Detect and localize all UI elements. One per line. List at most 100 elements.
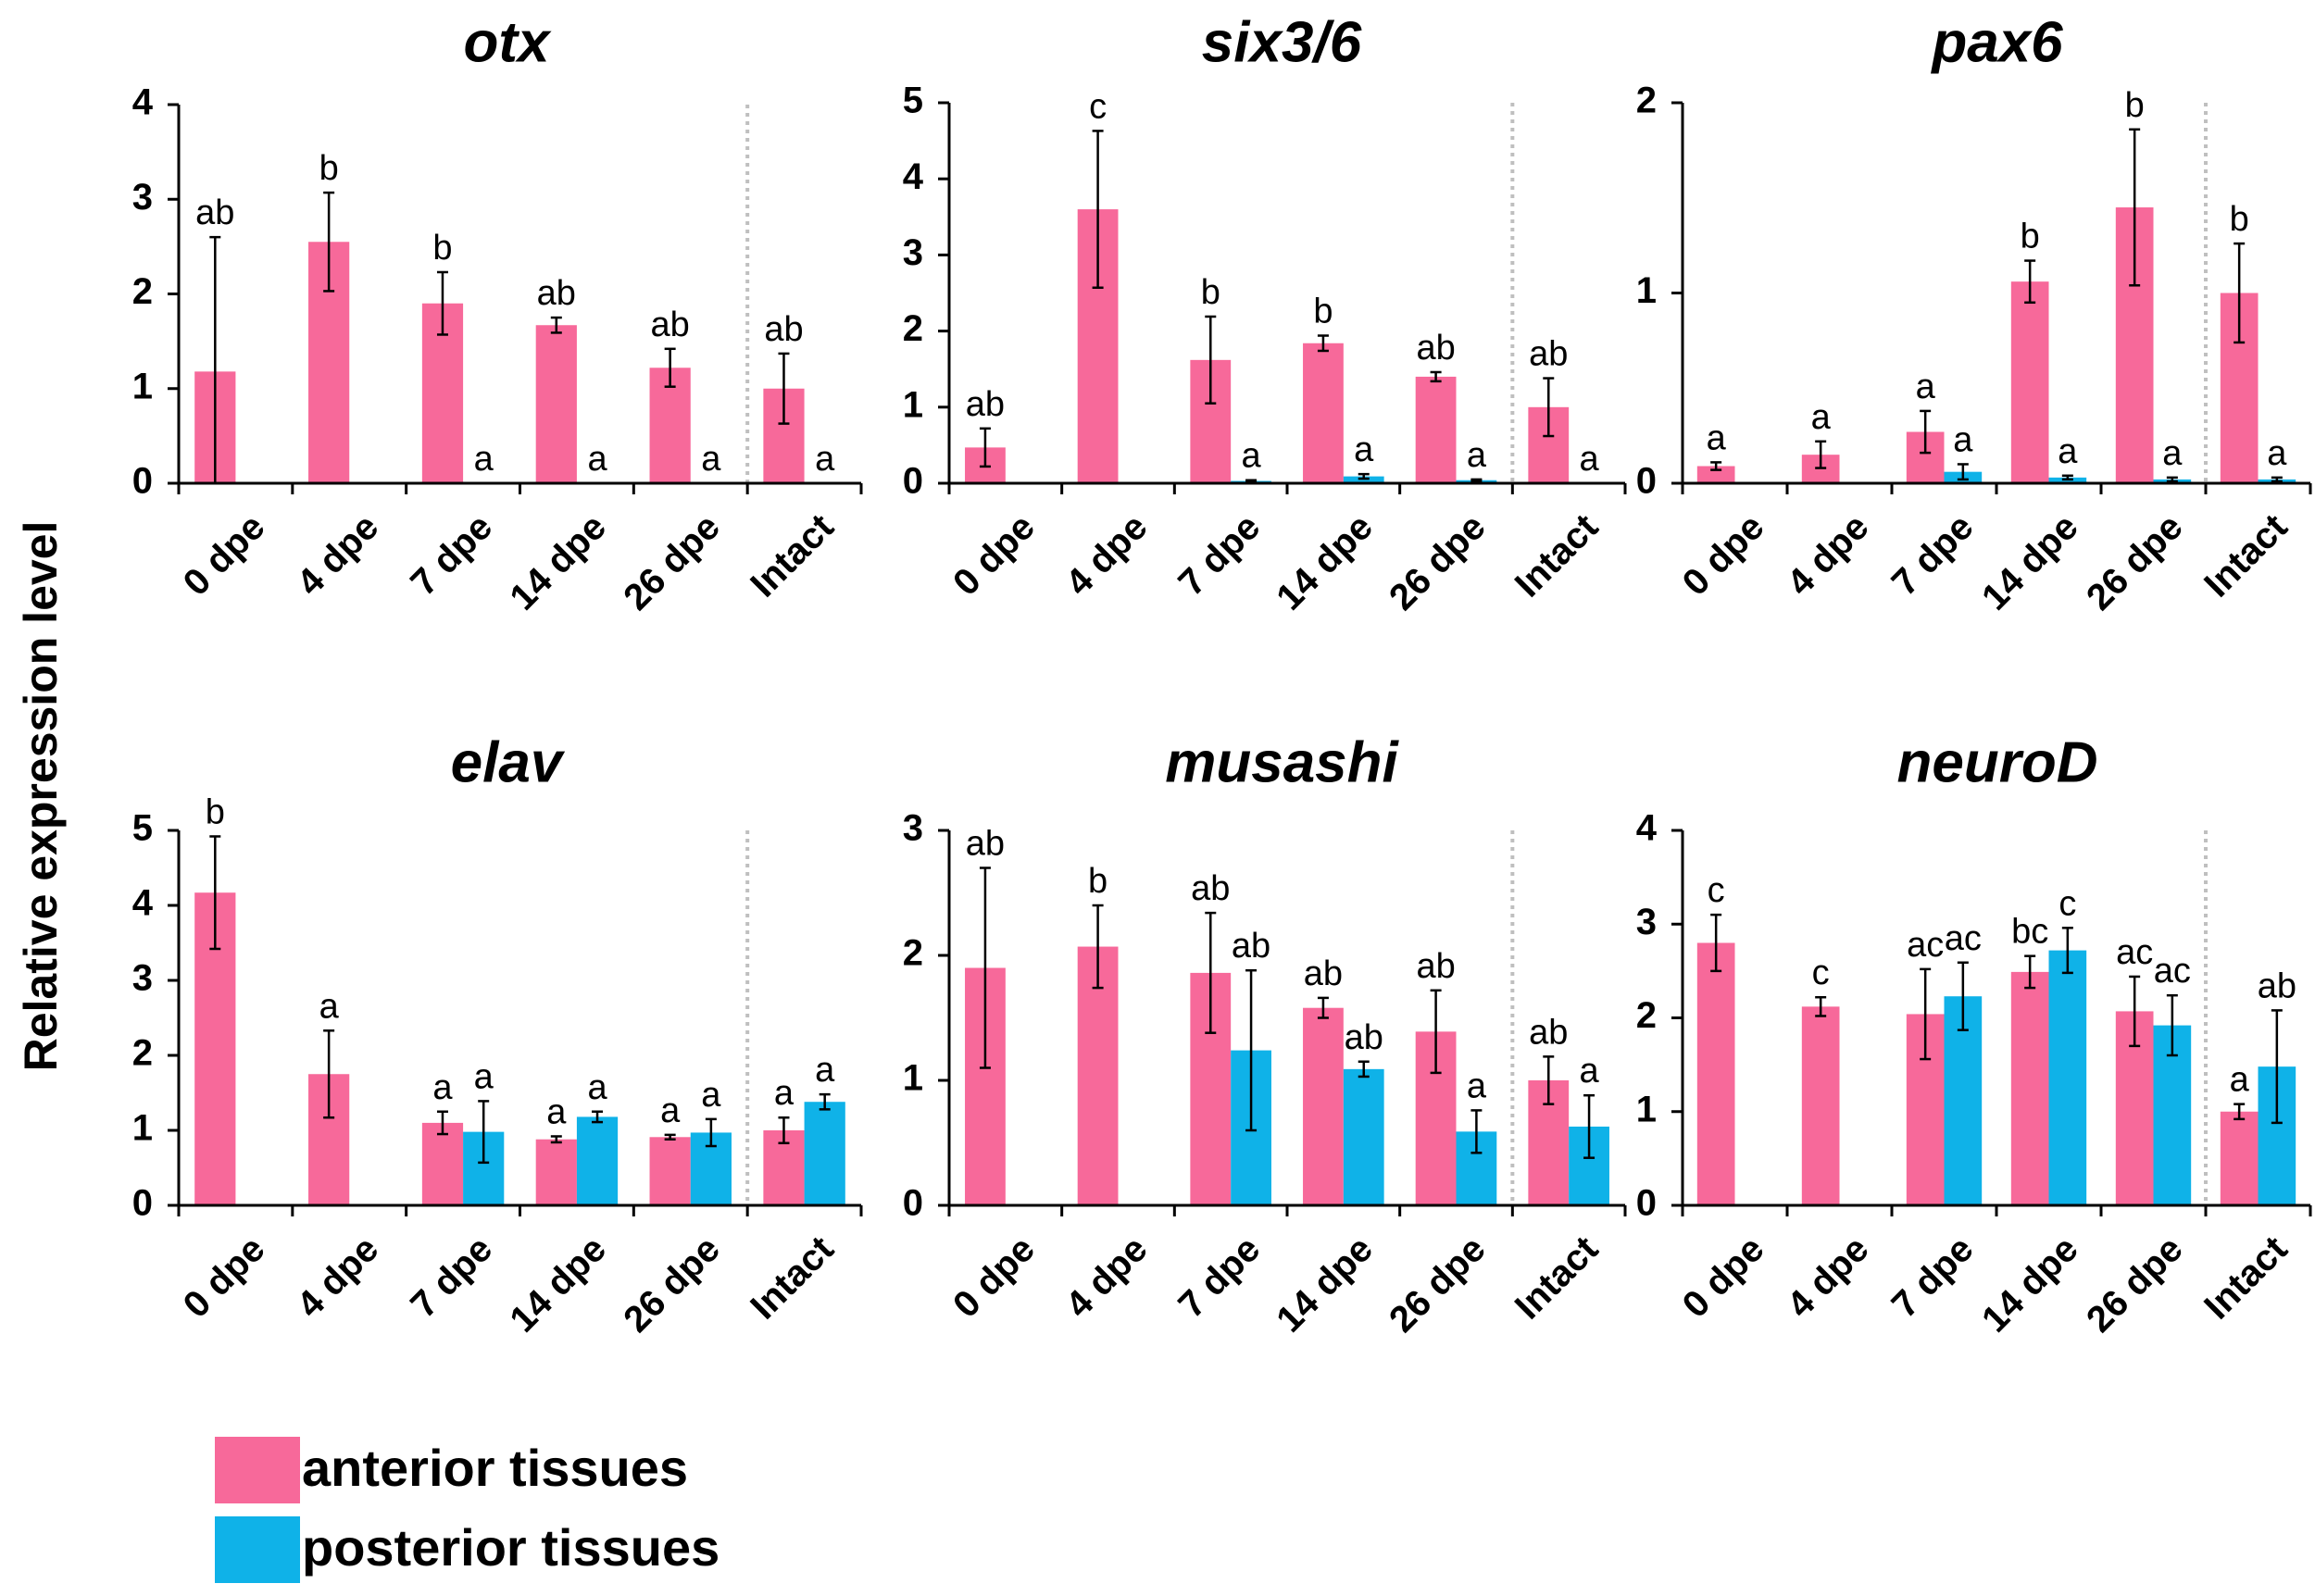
y-tick-label: 0 — [132, 461, 153, 502]
panel-title: six3/6 — [1202, 10, 1362, 74]
category-label: 4 dpe — [289, 1228, 386, 1326]
bar-anterior — [1696, 942, 1735, 1205]
category-label: 0 dpe — [1675, 506, 1772, 604]
bar-anterior — [535, 325, 577, 483]
y-tick-label: 4 — [132, 82, 154, 123]
significance-label: ab — [1529, 1013, 1568, 1052]
panel-title: otx — [464, 10, 553, 74]
category-label: 26 dpe — [1382, 506, 1494, 618]
bar-anterior — [1415, 376, 1457, 483]
y-tick-label: 1 — [903, 384, 923, 425]
category-label: 0 dpe — [176, 506, 273, 604]
significance-label: a — [701, 1076, 721, 1115]
y-tick-label: 3 — [903, 808, 923, 849]
category-label: 26 dpe — [616, 1228, 728, 1340]
significance-label: ab — [1416, 329, 1455, 368]
bar-anterior — [1303, 1007, 1344, 1205]
significance-label: ab — [195, 193, 234, 232]
significance-label: a — [1579, 440, 1599, 479]
category-label: 7 dpe — [1170, 506, 1268, 604]
significance-label: ac — [1907, 926, 1944, 965]
category-label: Intact — [1508, 506, 1607, 605]
significance-label: ab — [1304, 954, 1343, 993]
significance-label: a — [546, 1092, 567, 1131]
significance-label: b — [206, 792, 225, 831]
y-tick-label: 1 — [132, 1108, 153, 1149]
significance-label: a — [1354, 430, 1374, 469]
category-label: 26 dpe — [2079, 1228, 2191, 1340]
category-label: 14 dpe — [1974, 1228, 2086, 1340]
bar-anterior — [1696, 466, 1735, 483]
significance-label: c — [2058, 884, 2076, 923]
category-label: 14 dpe — [1269, 506, 1381, 618]
category-label: Intact — [1508, 1228, 1607, 1328]
significance-label: a — [587, 1068, 607, 1107]
significance-label: a — [2058, 432, 2078, 471]
panel-title: neuroD — [1897, 730, 2098, 794]
bar-posterior — [1343, 1068, 1384, 1205]
category-label: 4 dpe — [1780, 506, 1877, 604]
bar-anterior — [2010, 281, 2049, 483]
significance-label: b — [2125, 86, 2145, 125]
category-label: 7 dpe — [1884, 1228, 1982, 1326]
y-tick-label: 4 — [1636, 808, 1658, 849]
significance-label: a — [815, 1051, 835, 1090]
bar-anterior — [421, 1122, 464, 1205]
significance-label: a — [660, 1091, 681, 1130]
significance-label: ab — [1529, 335, 1568, 374]
significance-label: a — [2162, 434, 2183, 473]
category-label: Intact — [743, 506, 842, 605]
y-tick-label: 1 — [1636, 1089, 1657, 1129]
significance-label: ac — [2116, 933, 2153, 972]
y-axis-title: Relative expression level — [15, 521, 67, 1072]
significance-label: b — [1313, 293, 1333, 331]
significance-label: a — [319, 987, 340, 1026]
y-tick-label: 2 — [132, 1033, 153, 1074]
significance-label: a — [474, 1057, 494, 1096]
significance-label: a — [587, 440, 607, 479]
panel-title: musashi — [1165, 730, 1399, 794]
significance-label: ab — [966, 825, 1005, 864]
significance-label: a — [1241, 437, 1261, 476]
significance-label: a — [2267, 434, 2287, 473]
significance-label: c — [1812, 954, 1830, 992]
legend-label-posterior: posterior tissues — [302, 1518, 720, 1577]
category-label: 7 dpe — [403, 506, 500, 604]
category-label: 4 dpe — [1780, 1228, 1877, 1326]
y-tick-label: 1 — [1636, 270, 1657, 311]
legend: anterior tissues posterior tissues — [215, 1437, 720, 1583]
bar-anterior — [535, 1139, 577, 1205]
category-label: 7 dpe — [1884, 506, 1982, 604]
significance-label: a — [1953, 420, 1973, 459]
significance-label: ab — [764, 310, 803, 349]
significance-label: ab — [1416, 947, 1455, 986]
bar-posterior — [804, 1102, 845, 1205]
y-tick-label: 4 — [132, 883, 154, 924]
significance-label: b — [2230, 200, 2249, 239]
category-label: 4 dpe — [289, 506, 386, 604]
significance-label: b — [1201, 273, 1220, 312]
significance-label: ac — [1945, 919, 1982, 958]
category-label: 0 dpe — [1675, 1228, 1772, 1326]
y-tick-label: 3 — [903, 232, 923, 273]
y-tick-label: 2 — [132, 271, 153, 312]
category-label: 0 dpe — [945, 1228, 1043, 1326]
category-label: 14 dpe — [1974, 506, 2086, 618]
significance-label: c — [1708, 871, 1725, 910]
category-label: 4 dpe — [1058, 1228, 1156, 1326]
panel-title: elav — [451, 730, 566, 794]
y-tick-label: 2 — [903, 308, 923, 349]
bar-anterior — [1801, 1006, 1840, 1205]
category-label: Intact — [743, 1228, 842, 1328]
y-tick-label: 3 — [132, 958, 153, 999]
legend-label-anterior: anterior tissues — [302, 1439, 688, 1497]
y-tick-label: 0 — [132, 1183, 153, 1224]
significance-label: a — [1579, 1052, 1599, 1091]
significance-label: c — [1089, 87, 1107, 126]
significance-label: a — [1707, 418, 1727, 457]
chart-panel-otx: otx ab b b ab ab ab a a a a 0 1 2 3 4 0 dpe 4 dpe 7 dpe 14 … — [132, 10, 863, 618]
y-tick-label: 2 — [903, 933, 923, 974]
